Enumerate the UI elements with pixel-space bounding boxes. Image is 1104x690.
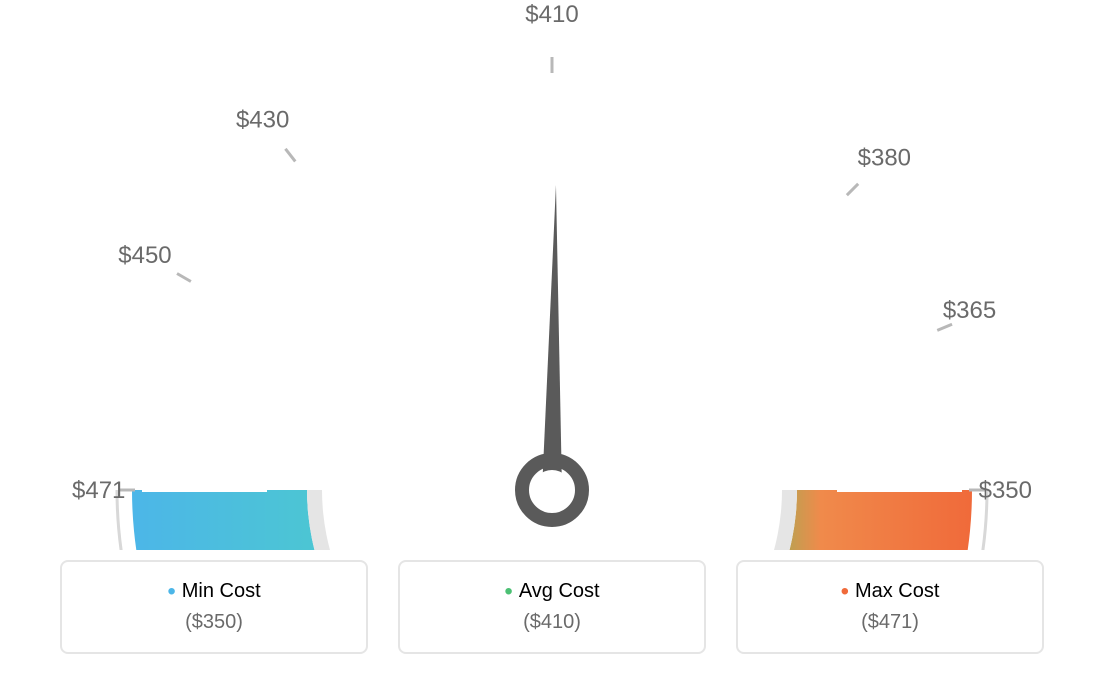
gauge-tick	[866, 384, 948, 406]
outer-tick	[937, 324, 952, 330]
gauge-tick	[810, 240, 877, 292]
legend-title-min: • Min Cost	[72, 580, 356, 603]
gauge-tick	[197, 285, 305, 348]
legend-value-avg: ($410)	[410, 611, 694, 634]
tick-label: $380	[858, 145, 911, 172]
outer-tick	[285, 149, 295, 162]
legend-box-min: • Min Cost ($350)	[60, 560, 368, 654]
legend-row: • Min Cost ($350) • Avg Cost ($410) • Max C…	[0, 560, 1104, 654]
tick-label: $430	[236, 107, 289, 134]
legend-label-max: Max Cost	[855, 580, 939, 602]
dot-icon: •	[504, 578, 512, 605]
tick-label: $410	[525, 1, 578, 28]
outer-tick	[847, 184, 858, 195]
legend-title-avg: • Avg Cost	[410, 580, 694, 603]
tick-label: $450	[118, 242, 171, 269]
gauge-chart: $350 $365 $380 $410 $430 $450 $471	[0, 0, 1104, 550]
gauge-tick	[498, 84, 509, 168]
gauge-tick	[173, 333, 252, 366]
gauge-tick	[156, 384, 238, 406]
gauge-tick	[782, 200, 842, 260]
gauge-tick	[227, 240, 294, 292]
gauge-tick	[347, 135, 410, 243]
gauge-tick	[446, 94, 468, 176]
tick-label: $350	[979, 477, 1032, 504]
gauge-tick	[874, 436, 958, 447]
legend-box-max: • Max Cost ($471)	[736, 560, 1044, 654]
gauge-tick	[852, 333, 931, 366]
gauge-tick	[594, 84, 605, 168]
gauge-svg: $350 $365 $380 $410 $430 $450 $471	[0, 0, 1104, 550]
dot-icon: •	[841, 578, 849, 605]
legend-title-max: • Max Cost	[748, 580, 1032, 603]
legend-value-min: ($350)	[72, 611, 356, 634]
legend-label-avg: Avg Cost	[519, 580, 600, 602]
tick-label: $365	[943, 297, 996, 324]
needle-hub-inner	[532, 470, 572, 510]
gauge-needle	[542, 185, 562, 490]
gauge-tick	[146, 436, 230, 447]
tick-label: $471	[72, 477, 125, 504]
legend-value-max: ($471)	[748, 611, 1032, 634]
gauge-tick	[262, 200, 322, 260]
gauge-tick	[395, 111, 428, 190]
gauge-tick	[695, 135, 758, 243]
gauge-tick	[750, 165, 802, 232]
gauge-tick	[676, 111, 709, 190]
legend-label-min: Min Cost	[182, 580, 261, 602]
legend-box-avg: • Avg Cost ($410)	[398, 560, 706, 654]
gauge-tick	[302, 165, 354, 232]
gauge-tick	[636, 94, 658, 176]
dot-icon: •	[167, 578, 175, 605]
outer-tick	[177, 274, 191, 282]
gauge-tick	[799, 285, 907, 348]
